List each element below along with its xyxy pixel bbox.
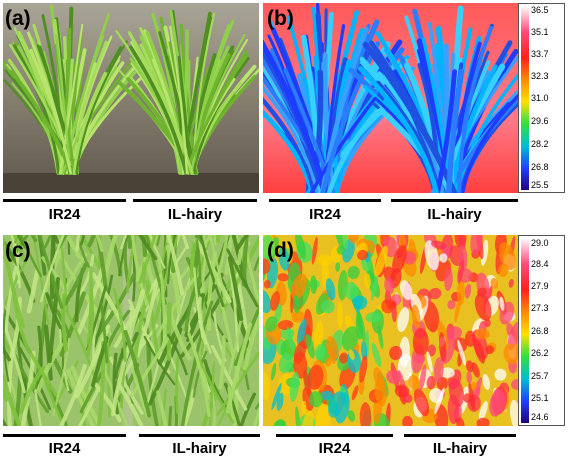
scale-b-tick: 35.1 [531,27,549,37]
underline-d-ir24 [276,434,393,437]
panel-a-photo: (a) [3,3,259,193]
group-label-b-ir24: IR24 [309,206,341,223]
scale-d-tick: 25.1 [531,393,549,403]
scale-d-tick: 26.2 [531,348,549,358]
scale-d-tick: 29.0 [531,238,549,248]
temperature-scale-d: 29.0 28.4 27.9 27.3 26.8 26.2 25.7 25.1 … [518,235,565,426]
panel-label-d: (d) [267,239,294,262]
rice-plants-photo-a [3,3,259,193]
temperature-scale-b: 36.5 35.1 33.7 32.3 31.0 29.6 28.2 26.8 … [518,3,565,193]
scale-b-tick: 36.5 [531,5,549,15]
group-label-c-ir24: IR24 [48,440,81,457]
underline-d-ilhairy [404,434,516,437]
scale-b-tick: 25.5 [531,180,549,190]
thermal-image-b [263,3,518,193]
panel-c-photo: (c) [3,235,259,426]
panel-d-thermal: (d) [263,235,518,426]
underline-c-ilhairy [139,434,260,437]
scale-b-tick: 32.3 [531,71,549,81]
panel-label-c: (c) [5,239,31,262]
underline-b-ir24 [269,199,381,202]
scale-d-tick: 26.8 [531,326,549,336]
scale-b-tick: 31.0 [531,93,549,103]
scale-d-tick: 25.7 [531,371,549,381]
scale-b-tick: 26.8 [531,162,549,172]
rice-field-photo-c [3,235,259,426]
panel-label-b: (b) [267,7,294,30]
group-label-c-ilhairy: IL-hairy [172,440,227,457]
scale-b-tick: 29.6 [531,116,549,126]
scale-d-tick: 27.9 [531,281,549,291]
underline-c-ir24 [3,434,126,437]
group-label-d-ilhairy: IL-hairy [432,440,488,457]
scale-d-tick: 27.3 [531,303,549,313]
group-label-d-ir24: IR24 [318,440,351,457]
panel-label-a: (a) [5,7,31,30]
scale-d-tick: 28.4 [531,259,549,269]
scale-d-tick: 24.6 [531,412,549,422]
thermal-image-d [263,235,518,426]
scale-b-tick: 33.7 [531,49,549,59]
scale-b-tick: 28.2 [531,139,549,149]
underline-b-ilhairy [391,199,518,202]
panel-b-thermal: (b) [263,3,518,193]
underline-a-ilhairy [133,199,257,202]
group-label-a-ilhairy: IL-hairy [167,206,223,223]
underline-a-ir24 [3,199,126,202]
group-label-b-ilhairy: IL-hairy [427,206,482,223]
group-label-a-ir24: IR24 [48,206,81,223]
